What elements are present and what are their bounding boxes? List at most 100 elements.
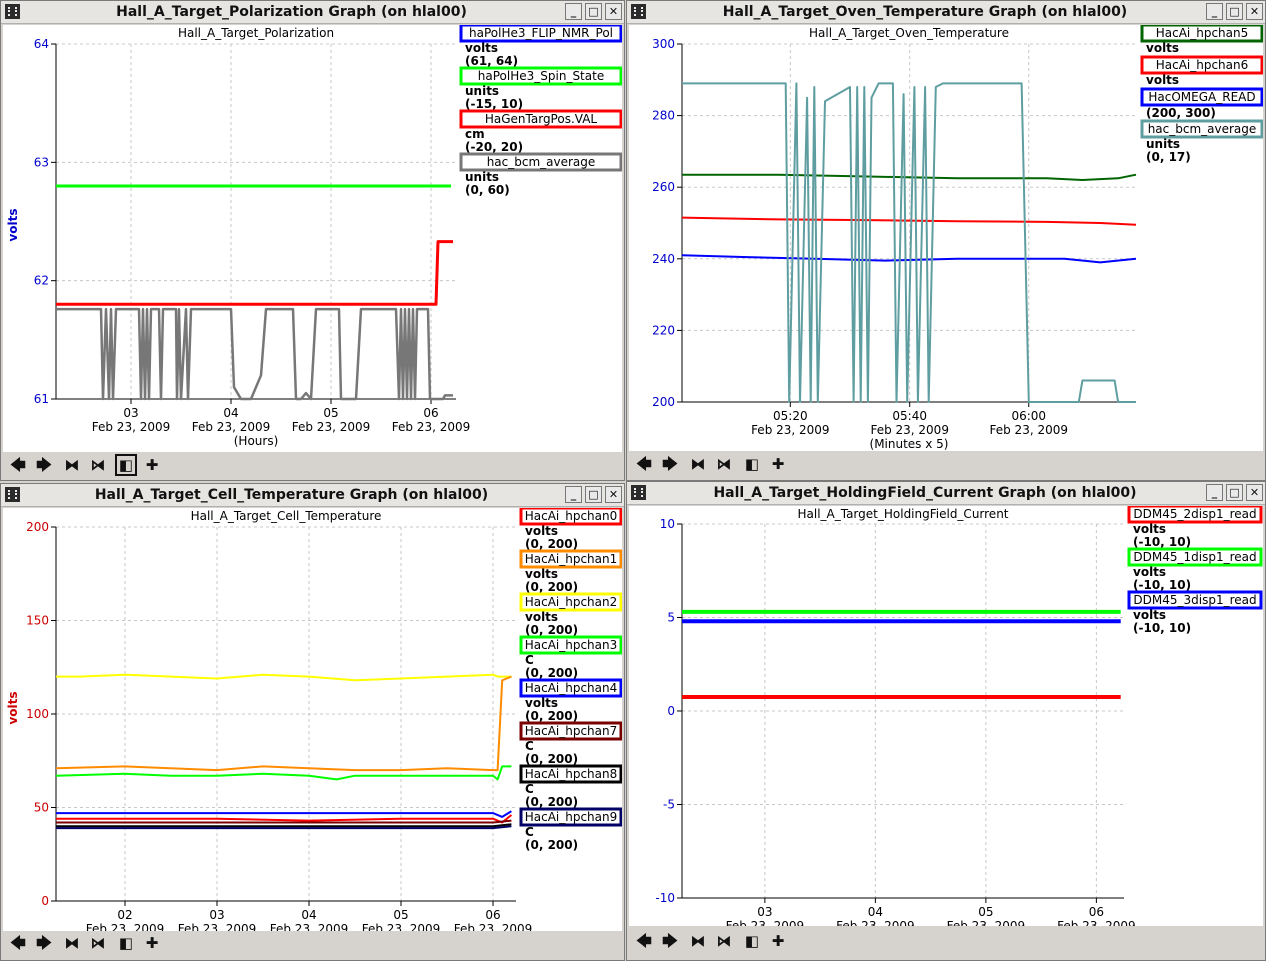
legend-swatch <box>1127 547 1263 567</box>
minimize-button[interactable]: _ <box>565 3 582 20</box>
y-tick-label: 280 <box>652 109 675 123</box>
x-tick-date: Feb 23, 2009 <box>292 420 371 434</box>
oven-temperature-chart[interactable]: Hall_A_Target_Oven_Temperature 200 220 240 2… <box>629 23 1264 451</box>
window-menu-icon[interactable] <box>631 485 646 500</box>
zoom-out-button[interactable]: ⧒ <box>90 456 106 474</box>
legend-entry-range: (0, 200) <box>525 580 578 594</box>
scroll-left-button[interactable]: 🡄 <box>636 932 652 950</box>
window-menu-icon[interactable] <box>631 4 646 19</box>
legend-entry-unit: volts <box>525 567 558 581</box>
zoom-in-button[interactable]: ⧓ <box>64 456 80 474</box>
legend-entry-name: HacAi_hpchan2 <box>525 595 618 609</box>
legend-entry-name: hac_bcm_average <box>487 155 596 169</box>
titlebar[interactable]: Hall_A_Target_Oven_Temperature Graph (on… <box>627 1 1265 24</box>
legend-entry-range: (-15, 10) <box>465 97 523 111</box>
zoom-out-button[interactable]: ⧒ <box>716 932 732 950</box>
legend-entry-unit: volts <box>525 524 558 538</box>
x-tick-date: Feb 23, 2009 <box>454 922 533 931</box>
legend-entry-unit: units <box>1146 137 1180 151</box>
close-button[interactable]: ✕ <box>1246 484 1263 501</box>
add-trace-button[interactable]: ✚ <box>771 932 785 950</box>
add-trace-button[interactable]: ✚ <box>771 455 785 473</box>
scroll-left-button[interactable]: 🡄 <box>10 456 26 474</box>
close-button[interactable]: ✕ <box>605 486 622 503</box>
window-menu-icon[interactable] <box>5 487 20 502</box>
zoom-in-button[interactable]: ⧓ <box>690 455 706 473</box>
legend-entry-name: HacAi_hpchan4 <box>525 681 618 695</box>
graph-title: Hall_A_Target_Cell_Temperature <box>191 509 382 523</box>
x-tick-label: 06:00 <box>1011 409 1046 423</box>
series-line-HacAi_hpchan1 <box>55 675 512 772</box>
zoom-in-button[interactable]: ⧓ <box>64 934 80 952</box>
series-line-HacAi_hpchan6 <box>681 216 1137 226</box>
add-trace-button[interactable]: ✚ <box>145 456 159 474</box>
x-tick-date: Feb 23, 2009 <box>990 423 1068 437</box>
zoom-out-button[interactable]: ⧒ <box>716 455 732 473</box>
add-trace-button[interactable]: ✚ <box>145 934 159 952</box>
zoom-in-button[interactable]: ⧓ <box>690 932 706 950</box>
plot-area: Hall_A_Target_Cell_Temperature 0 50 100 150 2… <box>3 506 623 950</box>
titlebar[interactable]: Hall_A_Target_HoldingField_Current Graph… <box>627 482 1265 505</box>
scroll-left-button[interactable]: 🡄 <box>636 455 652 473</box>
y-tick-label: -5 <box>663 798 675 812</box>
series-line-HaGenTargPos.VAL <box>56 240 453 306</box>
series-line-HacAi_hpchan9 <box>56 825 512 830</box>
x-tick-label: 05:20 <box>773 409 808 423</box>
autoscale-button[interactable]: ◧ <box>744 932 760 950</box>
legend-entry-unit: volts <box>525 696 558 710</box>
close-button[interactable]: ✕ <box>605 3 622 20</box>
titlebar[interactable]: Hall_A_Target_Cell_Temperature Graph (on… <box>1 484 624 507</box>
polarization-chart[interactable]: Hall_A_Target_Polarization6162636403Feb … <box>3 23 623 452</box>
series-line-HacAi_hpchan3 <box>55 765 512 781</box>
x-tick-date: Feb 23, 2009 <box>192 420 271 434</box>
legend-entry-range: (0, 200) <box>525 623 578 637</box>
titlebar[interactable]: Hall_A_Target_Polarization Graph (on hla… <box>1 1 624 24</box>
scroll-left-button[interactable]: 🡄 <box>10 934 26 952</box>
legend-swatch <box>1140 55 1264 75</box>
plot-area: Hall_A_Target_Polarization 61 62 63 64 03 Feb … <box>3 23 623 452</box>
maximize-button[interactable]: □ <box>1226 3 1243 20</box>
legend-entry-range: (0, 200) <box>525 795 578 809</box>
legend-entry-name: DDM45_1disp1_read <box>1133 550 1256 564</box>
autoscale-button[interactable]: ◧ <box>744 455 760 473</box>
maximize-button[interactable]: □ <box>585 486 602 503</box>
scroll-right-button[interactable]: 🡆 <box>662 932 678 950</box>
autoscale-button[interactable]: ◧ <box>118 934 134 952</box>
autoscale-button[interactable]: ◧ <box>115 454 137 476</box>
window-title: Hall_A_Target_Polarization Graph (on hla… <box>116 4 467 20</box>
legend-swatch <box>519 549 623 569</box>
close-button[interactable]: ✕ <box>1246 3 1263 20</box>
x-tick-label: 04 <box>223 406 238 420</box>
scroll-right-button[interactable]: 🡆 <box>662 455 678 473</box>
toolbar: 🡄 🡆 ⧓ ⧒ ◧ ✚ <box>3 454 622 480</box>
series-line-HacAi_hpchan7 <box>56 819 512 824</box>
series-line-hac_bcm_average <box>682 82 1136 403</box>
x-axis-units: (Hours) <box>234 434 279 448</box>
legend-entry-range: (-10, 10) <box>1133 578 1191 592</box>
y-tick-label: 200 <box>652 395 675 409</box>
maximize-button[interactable]: □ <box>585 3 602 20</box>
y-tick-label: 220 <box>652 323 675 337</box>
legend-swatch <box>1127 504 1263 524</box>
x-tick-date: Feb 23, 2009 <box>92 420 171 434</box>
legend-entry-unit: volts <box>1133 522 1166 536</box>
legend-entry-unit: C <box>525 782 534 796</box>
holdingfield-current-chart[interactable]: Hall_A_Target_HoldingField_Current -10 -5 0… <box>629 504 1263 947</box>
legend-entry-unit: cm <box>465 127 485 141</box>
minimize-button[interactable]: _ <box>1206 3 1223 20</box>
window-menu-icon[interactable] <box>5 4 20 19</box>
minimize-button[interactable]: _ <box>1206 484 1223 501</box>
zoom-out-button[interactable]: ⧒ <box>90 934 106 952</box>
legend-entry-unit: C <box>525 653 534 667</box>
scroll-right-button[interactable]: 🡆 <box>36 934 52 952</box>
legend-swatch <box>519 807 623 827</box>
x-tick-date: Feb 23, 2009 <box>86 922 165 931</box>
maximize-button[interactable]: □ <box>1226 484 1243 501</box>
scroll-right-button[interactable]: 🡆 <box>36 456 52 474</box>
legend-swatch <box>459 152 623 172</box>
y-axis-label: volts <box>6 691 20 724</box>
x-tick-label: 06 <box>423 406 438 420</box>
legend-swatch <box>519 592 623 612</box>
cell-temperature-chart[interactable]: Hall_A_Target_Cell_Temperature0501001502… <box>3 506 623 950</box>
minimize-button[interactable]: _ <box>565 486 582 503</box>
